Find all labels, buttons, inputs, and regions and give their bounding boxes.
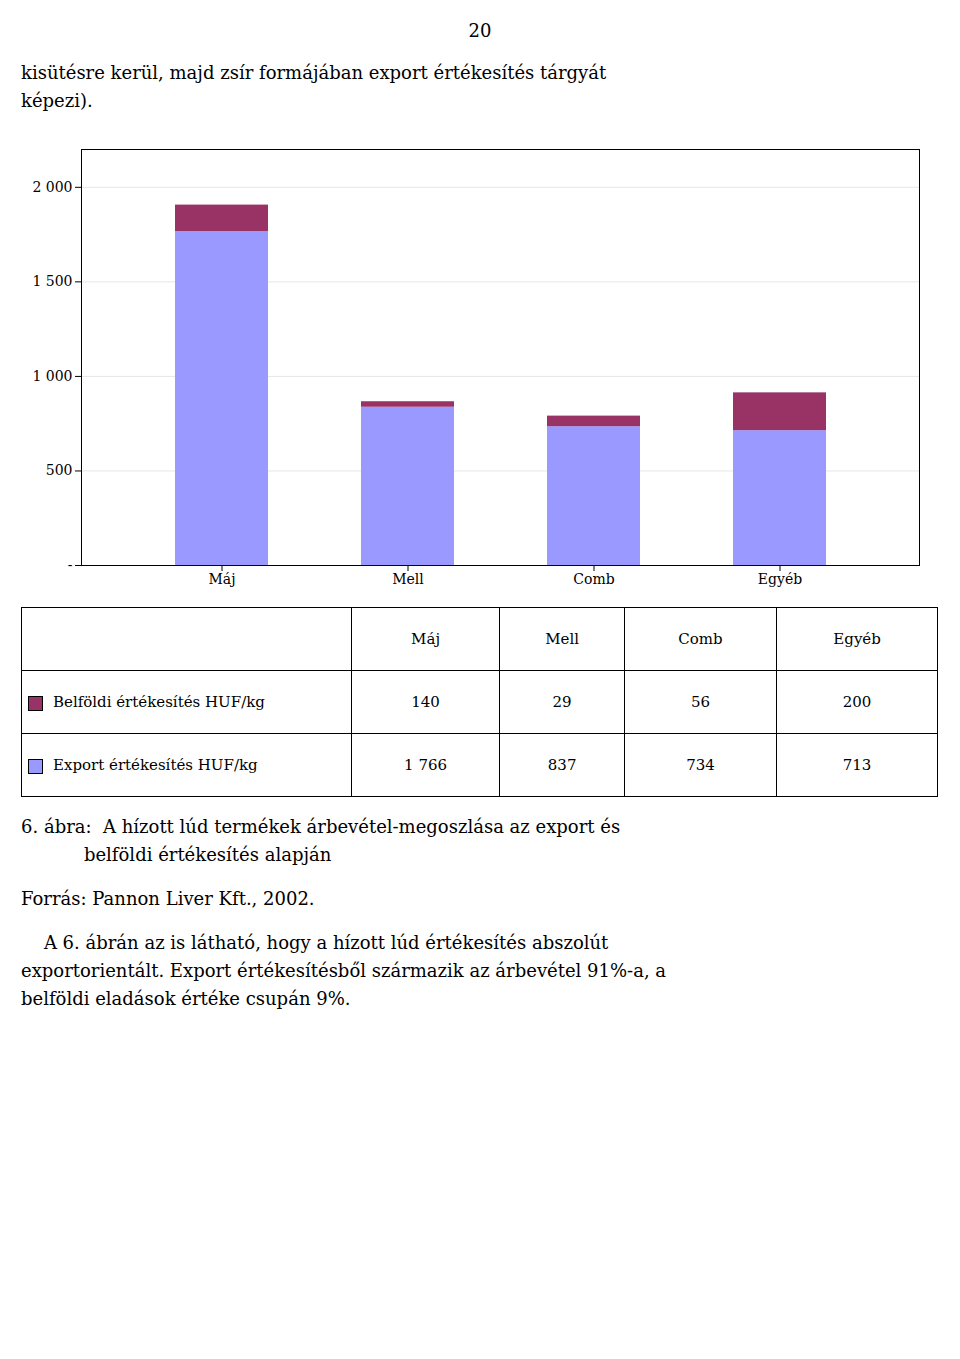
svg-text:-: -: [68, 557, 73, 573]
html-text:56: 56: [691, 693, 711, 711]
svg-text:Mell: Mell: [392, 571, 424, 587]
html-text:Comb: Comb: [678, 630, 723, 648]
svg-text:1 500: 1 500: [32, 273, 72, 289]
svg-text:Comb: Comb: [573, 571, 614, 587]
html-text:exportorientált. Export értéke: exportorientált. Export értékesítésből s…: [21, 960, 667, 981]
html-text:Export értékesítés HUF/kg: Export értékesítés HUF/kg: [53, 756, 258, 774]
html-text:200: 200: [842, 693, 872, 711]
html-text:Forrás: Pannon Liver Kft., 200: Forrás: Pannon Liver Kft., 2002.: [21, 888, 315, 909]
html-text:6. ábra: A hízott lúd termékek: 6. ábra: A hízott lúd termékek árbevétel…: [21, 816, 621, 837]
html-text:Egyéb: Egyéb: [833, 630, 881, 648]
html-text:Máj: Máj: [411, 630, 440, 648]
html-text:belföldi eladások értéke csup: belföldi eladások értéke csupán 9%.: [21, 988, 351, 1009]
html-text:Belföldi értékesítés HUF/kg: Belföldi értékesítés HUF/kg: [53, 693, 265, 711]
svg-text:Máj: Máj: [208, 571, 235, 587]
html-text:1 766: 1 766: [404, 756, 447, 774]
html-text:kisütésre kerül, majd zsír for: kisütésre kerül, majd zsír formájában ex…: [21, 62, 607, 83]
html-text:140: 140: [411, 693, 440, 711]
html-text:837: 837: [547, 756, 577, 774]
svg-text:Egyéb: Egyéb: [758, 571, 802, 587]
svg-text:500: 500: [46, 462, 73, 478]
html-text:képezi).: képezi).: [21, 90, 93, 111]
html-text:734: 734: [686, 756, 715, 774]
html-text:20: 20: [468, 20, 492, 41]
svg-text:1 000: 1 000: [32, 368, 72, 384]
html-text:29: 29: [552, 693, 572, 711]
html-text:713: 713: [842, 756, 872, 774]
html-text:Mell: Mell: [545, 630, 579, 648]
svg-text:2 000: 2 000: [32, 179, 72, 195]
html-text:belföldi értékesítés alapján: belföldi értékesítés alapján: [21, 844, 332, 865]
html-text:A 6. ábrán az is látható, hogy: A 6. ábrán az is látható, hogy a hízott …: [21, 932, 609, 953]
